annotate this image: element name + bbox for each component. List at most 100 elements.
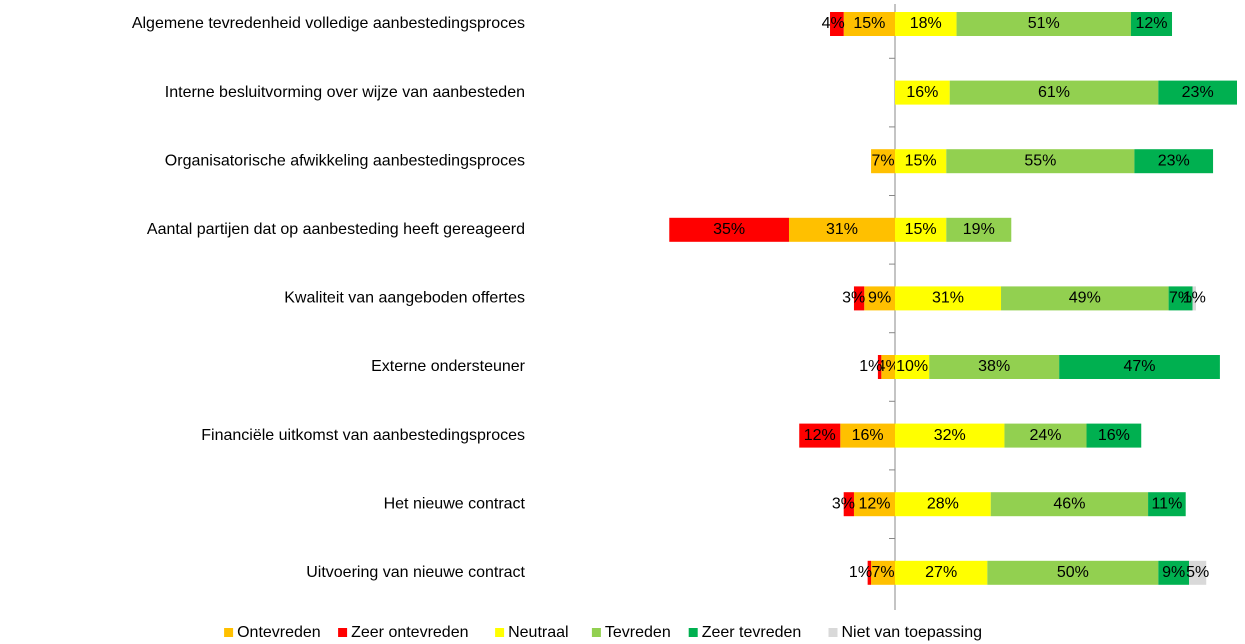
value-label: 18% bbox=[910, 15, 942, 32]
bar-segment bbox=[895, 149, 947, 174]
bar-segment bbox=[1192, 286, 1196, 311]
legend-swatch bbox=[338, 628, 348, 637]
bar-segment bbox=[987, 560, 1159, 585]
bar-segment bbox=[843, 12, 895, 36]
bar-segment bbox=[830, 12, 844, 36]
bar-segment bbox=[1130, 12, 1173, 36]
bar-segment bbox=[1059, 355, 1220, 379]
legend-swatch bbox=[495, 628, 505, 637]
value-label: 51% bbox=[1028, 15, 1060, 32]
value-label: 61% bbox=[1038, 84, 1070, 101]
bar-segment bbox=[871, 560, 895, 585]
bar-segment bbox=[877, 355, 882, 379]
bar-segment bbox=[946, 217, 1012, 242]
value-label: 16% bbox=[1098, 427, 1130, 444]
bar-segment bbox=[1158, 80, 1237, 105]
bar-segment bbox=[956, 12, 1131, 36]
value-label: 12% bbox=[858, 495, 890, 512]
value-label: 5% bbox=[1186, 564, 1209, 581]
bar-segment bbox=[871, 149, 895, 174]
bar-segment bbox=[1086, 423, 1142, 448]
legend-label: Neutraal bbox=[508, 624, 568, 641]
value-label: 7% bbox=[871, 152, 894, 169]
value-label: 11% bbox=[1151, 495, 1182, 512]
value-label: 31% bbox=[826, 221, 858, 238]
bar-segment bbox=[895, 560, 988, 585]
legend-swatch bbox=[828, 628, 838, 637]
bar-segment bbox=[895, 355, 930, 379]
category-label: Interne besluitvorming over wijze van aa… bbox=[165, 84, 525, 101]
bar-segment bbox=[843, 492, 854, 517]
category-label: Organisatorische afwikkeling aanbestedin… bbox=[165, 152, 525, 169]
value-label: 4% bbox=[822, 15, 845, 32]
bar-segment bbox=[895, 492, 991, 517]
bar-segment bbox=[1168, 286, 1193, 311]
value-label: 47% bbox=[1124, 358, 1156, 375]
bar-segment bbox=[929, 355, 1060, 379]
bar-segment bbox=[864, 286, 895, 311]
value-label: 1% bbox=[1183, 290, 1206, 307]
bar-segment bbox=[895, 217, 947, 242]
bar-segment bbox=[895, 423, 1005, 448]
value-label: 16% bbox=[852, 427, 884, 444]
value-label: 7% bbox=[1169, 290, 1192, 307]
value-label: 15% bbox=[853, 15, 885, 32]
bar-segment bbox=[669, 217, 789, 242]
legend-label: Zeer tevreden bbox=[702, 624, 802, 641]
value-label: 9% bbox=[868, 290, 891, 307]
value-label: 50% bbox=[1057, 564, 1089, 581]
value-label: 46% bbox=[1053, 495, 1085, 512]
category-label: Uitvoering van nieuwe contract bbox=[306, 564, 525, 581]
value-label: 16% bbox=[906, 84, 938, 101]
category-label: Het nieuwe contract bbox=[384, 495, 526, 512]
bar-segment bbox=[895, 286, 1002, 311]
category-label: Externe ondersteuner bbox=[371, 358, 526, 375]
category-label: Aantal partijen dat op aanbesteding heef… bbox=[147, 221, 525, 238]
bar-segment bbox=[895, 80, 950, 105]
value-label: 28% bbox=[927, 495, 959, 512]
value-label: 1% bbox=[859, 358, 882, 375]
bar-segment bbox=[788, 217, 895, 242]
bar-segment bbox=[946, 149, 1135, 174]
legend-swatch bbox=[688, 628, 698, 637]
bar-segment bbox=[853, 492, 895, 517]
bar-segment bbox=[1134, 149, 1214, 174]
value-label: 31% bbox=[932, 290, 964, 307]
value-label: 32% bbox=[934, 427, 966, 444]
bar-segment bbox=[799, 423, 841, 448]
bar-segment bbox=[1004, 423, 1087, 448]
bar-segment bbox=[1001, 286, 1169, 311]
legend-label: Tevreden bbox=[605, 624, 671, 641]
bar-segment bbox=[1148, 492, 1186, 517]
value-label: 23% bbox=[1158, 152, 1190, 169]
legend-swatch bbox=[591, 628, 601, 637]
value-label: 19% bbox=[963, 221, 995, 238]
legend-label: Niet van toepassing bbox=[842, 624, 983, 641]
value-label: 10% bbox=[896, 358, 928, 375]
value-label: 49% bbox=[1069, 290, 1101, 307]
value-label: 15% bbox=[905, 221, 937, 238]
bar-segment bbox=[949, 80, 1159, 105]
value-label: 38% bbox=[978, 358, 1010, 375]
bar-segment bbox=[840, 423, 895, 448]
legend-label: Ontevreden bbox=[237, 624, 321, 641]
value-label: 3% bbox=[842, 290, 865, 307]
value-label: 3% bbox=[832, 495, 855, 512]
bar-segment bbox=[867, 560, 872, 585]
legend-swatch bbox=[224, 628, 234, 637]
bar-segment bbox=[1189, 560, 1207, 585]
value-label: 35% bbox=[713, 221, 745, 238]
value-label: 27% bbox=[925, 564, 957, 581]
category-label: Financiële uitkomst van aanbestedingspro… bbox=[201, 427, 525, 444]
value-label: 55% bbox=[1024, 152, 1056, 169]
bar-segment bbox=[990, 492, 1149, 517]
bar-segment bbox=[853, 286, 865, 311]
value-label: 15% bbox=[905, 152, 937, 169]
category-label: Algemene tevredenheid volledige aanbeste… bbox=[132, 15, 525, 32]
value-label: 7% bbox=[871, 564, 894, 581]
value-label: 12% bbox=[1135, 15, 1167, 32]
bar-segment bbox=[1158, 560, 1190, 585]
legend-label: Zeer ontevreden bbox=[351, 624, 468, 641]
bar-segment bbox=[895, 12, 957, 36]
